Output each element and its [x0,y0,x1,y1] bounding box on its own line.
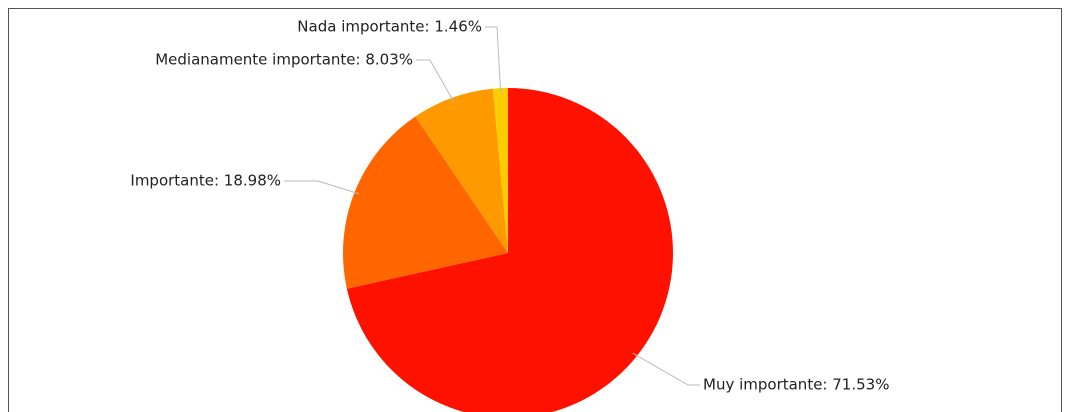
slice-label: Medianamente importante: 8.03% [155,51,413,69]
leader-line [485,26,502,94]
pie-slice [343,116,508,289]
slice-label: Nada importante: 1.46% [297,18,482,36]
slice-label: Importante: 18.98% [130,172,281,190]
pie-slice [492,88,508,253]
pie-slice [415,88,508,253]
leader-line [284,180,360,195]
leader-line [416,59,455,103]
pie-slice [346,88,673,412]
slice-label: Muy importante: 71.53% [703,376,889,394]
leader-line [632,352,700,386]
